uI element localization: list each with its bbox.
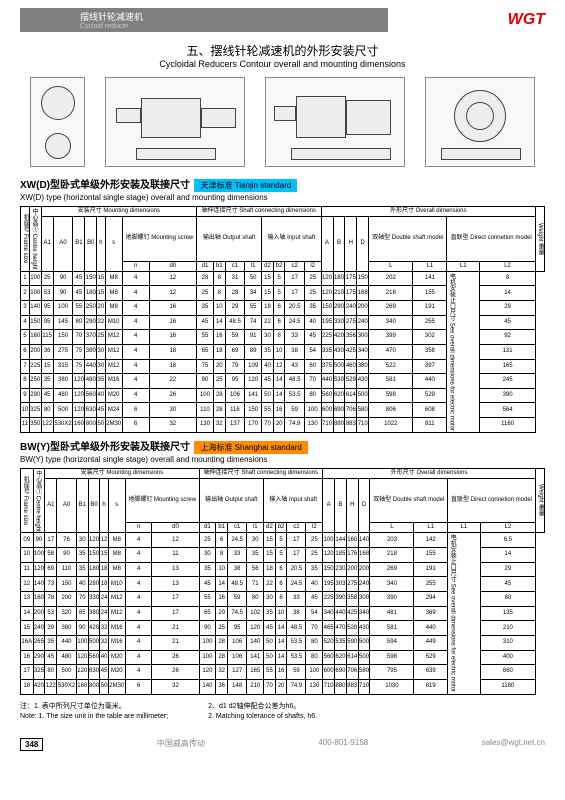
section-2-header: BW(Y)型卧式单级外形安装及联接尺寸 上海标准 Shanghai standa…	[20, 437, 545, 455]
footer-tel: 400-801-9158	[318, 738, 368, 751]
section-1-header: XW(D)型卧式单级外形安装及联接尺寸 天津标准 Tianjin standar…	[20, 175, 545, 193]
diagram-assembly	[265, 77, 405, 167]
footer-email: sales@wgt.net.cn	[482, 738, 545, 751]
tianjin-tag: 天津标准 Tianjin standard	[194, 179, 297, 192]
sec1-title-en: XW(D) type (horizontal single stage) ove…	[20, 193, 545, 202]
diagram-front-view	[425, 77, 535, 167]
footer: 348 中国威高传动 400-801-9158 sales@wgt.net.cn	[0, 738, 565, 759]
note2-cn: 2、d1 d2轴伸配合公差为h6。	[208, 701, 317, 711]
logo: WGT	[508, 11, 545, 29]
diagram-side-view	[105, 77, 245, 167]
page-number: 348	[20, 738, 43, 751]
bw-table: 机座号 Frame size中心高① Centre height安装尺寸 Mou…	[20, 468, 545, 695]
main-title-cn: 五、摆线针轮减速机的外形安装尺寸	[20, 42, 545, 59]
note2-en: 2. Matching tolerance of shafts, h6.	[208, 713, 317, 720]
note1-cn: 注：1. 表中所列尺寸单位为毫米。	[20, 701, 168, 711]
table-row: 110025904515015M841228831501551725120180…	[21, 271, 545, 286]
band-title-cn: 摆线针轮减速机	[80, 10, 143, 23]
diagram-section-a	[30, 77, 85, 167]
xw-table: 机座号 Frame size中心高① Centre height安装尺寸 Mou…	[20, 206, 545, 433]
diagram-row	[20, 77, 545, 167]
footer-company: 中国威高传动	[157, 738, 205, 751]
main-title-en: Cycloidal Reducers Contour overall and m…	[20, 59, 545, 69]
shanghai-tag: 上海标准 Shanghai standard	[194, 441, 307, 454]
header-bar: 摆线针轮减速机 Cycloid reducer WGT	[20, 8, 545, 32]
sec2-title-cn: BW(Y)型卧式单级外形安装及联接尺寸	[20, 442, 190, 453]
gray-band: 摆线针轮减速机 Cycloid reducer	[20, 8, 388, 32]
note1-en: Note: 1. The size unit in the table are …	[20, 713, 168, 720]
sec1-title-cn: XW(D)型卧式单级外形安装及联接尺寸	[20, 180, 190, 191]
page: 摆线针轮减速机 Cycloid reducer WGT 五、摆线针轮减速机的外形…	[0, 0, 565, 728]
table-row: 099017763012012M841225624.53015517251001…	[21, 533, 545, 548]
sec2-title-en: BW(Y) type (horizontal single stage) ove…	[20, 455, 545, 464]
band-title-en: Cycloid reducer	[80, 23, 143, 30]
